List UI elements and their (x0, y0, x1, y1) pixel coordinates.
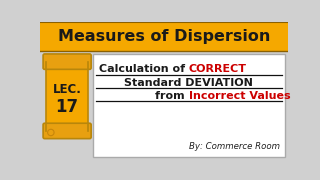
Text: Measures of Dispersion: Measures of Dispersion (58, 29, 270, 44)
FancyBboxPatch shape (93, 54, 285, 157)
Text: Standard DEVIATION: Standard DEVIATION (124, 78, 253, 87)
Text: from: from (155, 91, 189, 101)
Text: LEC.: LEC. (53, 83, 82, 96)
Text: CORRECT: CORRECT (189, 64, 247, 74)
FancyBboxPatch shape (46, 62, 88, 131)
Text: 17: 17 (56, 98, 79, 116)
Circle shape (48, 129, 54, 136)
Text: By: Commerce Room: By: Commerce Room (189, 142, 280, 151)
Text: Calculation of: Calculation of (99, 64, 189, 74)
FancyBboxPatch shape (40, 22, 288, 51)
FancyBboxPatch shape (43, 54, 91, 69)
Circle shape (49, 130, 53, 134)
FancyBboxPatch shape (43, 123, 91, 139)
Text: Incorrect Values: Incorrect Values (189, 91, 291, 101)
